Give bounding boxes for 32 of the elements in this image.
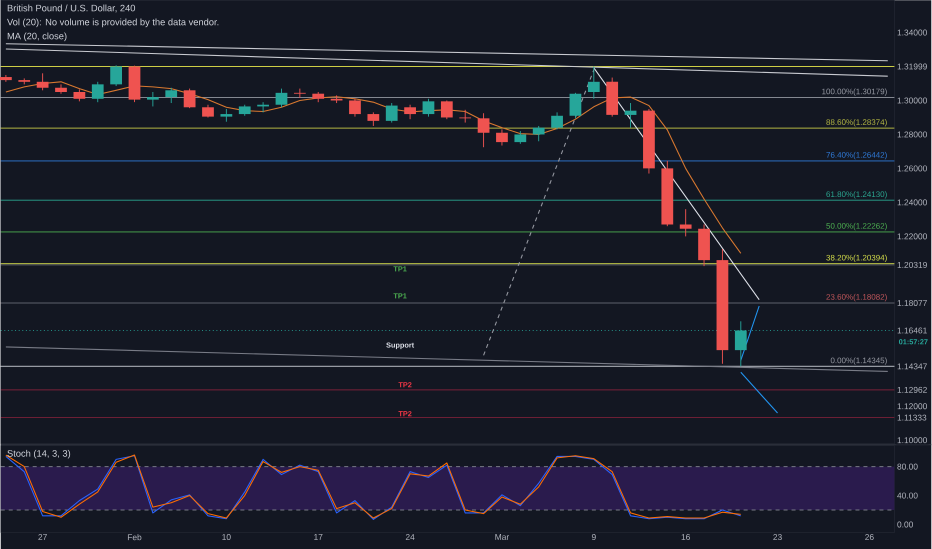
y-tick-label: 1.12000 xyxy=(898,403,927,409)
x-tick-label: 10 xyxy=(222,534,231,540)
y-tick-label: 1.22000 xyxy=(898,233,927,240)
x-tick-label: 16 xyxy=(682,534,690,540)
annotation: Vol (20): No volume is provided by the data vendor. xyxy=(7,18,218,27)
y-tick-label: 1.31999 xyxy=(898,63,927,70)
x-tick-label: 26 xyxy=(865,534,874,540)
y-tick-label: 1.28000 xyxy=(898,131,927,138)
chart-title: Stoch (14, 3, 3) xyxy=(7,450,70,458)
y-tick-label: 1.14347 xyxy=(898,363,927,370)
y-tick-label: 1.12962 xyxy=(898,386,927,393)
y-tick-label: 1.20319 xyxy=(898,262,927,268)
x-tick-label: 17 xyxy=(314,534,322,540)
y-tick-label: 1.11333 xyxy=(898,414,926,420)
y-tick-label: 0.00 xyxy=(897,521,913,528)
x-tick-label: 27 xyxy=(38,534,47,540)
x-tick-label: Mar xyxy=(495,534,510,540)
annotation: MA (20, close) xyxy=(8,32,66,41)
x-tick-label: 9 xyxy=(592,534,596,540)
y-tick-label: 1.10000 xyxy=(898,437,927,443)
y-tick-label: 40.00 xyxy=(897,492,918,498)
x-tick-label: 23 xyxy=(773,534,782,540)
x-tick-label: 24 xyxy=(406,534,415,540)
y-tick-label: 1.26000 xyxy=(898,165,927,172)
y-tick-label: 1.24000 xyxy=(898,199,927,206)
y-tick-label: 1.16461 xyxy=(898,327,927,334)
x-tick-label: Feb xyxy=(128,534,142,540)
y-tick-label: 1.18077 xyxy=(898,300,927,306)
chart-title: British Pound / U.S. Dollar, 240 xyxy=(8,4,136,12)
y-tick-label: 1.34000 xyxy=(898,29,927,36)
y-tick-label: 80.00 xyxy=(897,463,918,470)
y-tick-label: 1.30000 xyxy=(898,97,927,104)
